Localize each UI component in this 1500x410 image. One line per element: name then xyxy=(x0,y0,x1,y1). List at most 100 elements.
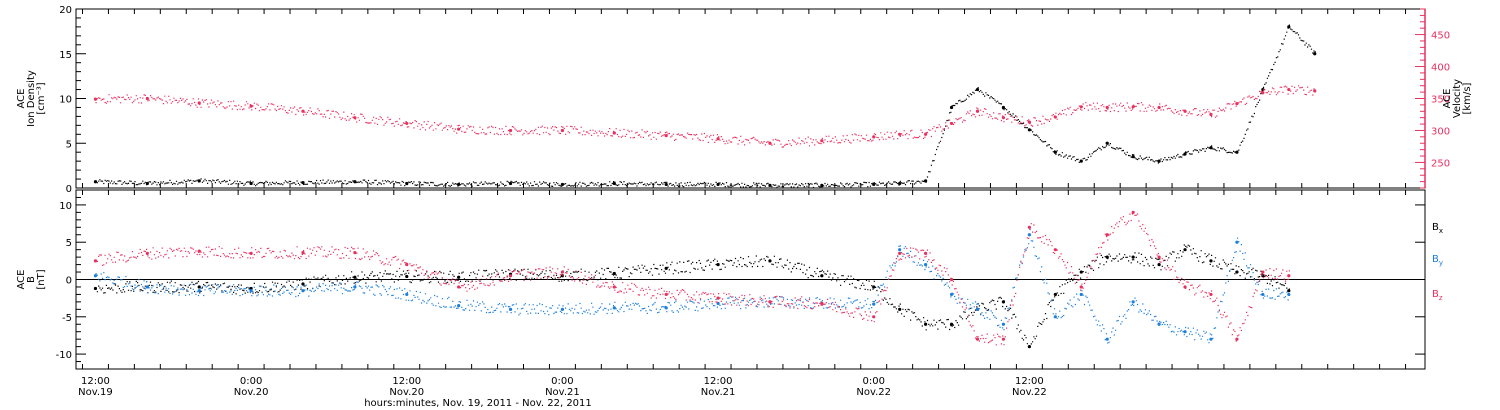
data-point xyxy=(716,296,720,300)
legend-subscript: y xyxy=(1439,259,1443,267)
right-y-tick-label: 350 xyxy=(1431,95,1450,106)
y-tick-label: 5 xyxy=(66,238,72,249)
data-point xyxy=(301,289,305,293)
data-point xyxy=(1079,292,1083,297)
data-point xyxy=(664,182,668,187)
data-point xyxy=(560,307,565,311)
data-point xyxy=(716,262,720,267)
data-point xyxy=(1183,109,1187,113)
data-point xyxy=(1313,89,1317,93)
data-point xyxy=(1053,315,1057,319)
right-y-tick-label: 250 xyxy=(1431,158,1450,169)
x-tick-label-time: 0:00 xyxy=(551,376,573,387)
series-1-trace xyxy=(95,229,1290,344)
data-point xyxy=(820,274,824,278)
y-axis-label: ACE xyxy=(16,89,27,109)
data-point xyxy=(1053,292,1057,297)
data-point xyxy=(1027,128,1031,132)
data-point xyxy=(1131,155,1135,159)
data-point xyxy=(1053,150,1057,154)
data-point xyxy=(1131,300,1135,304)
data-point xyxy=(872,135,876,139)
data-point xyxy=(249,104,253,108)
data-point xyxy=(1287,274,1291,278)
data-point xyxy=(93,180,98,184)
data-point xyxy=(898,132,902,136)
y-tick-label: -5 xyxy=(62,313,72,324)
data-point xyxy=(768,183,772,187)
data-point xyxy=(872,182,876,187)
data-point xyxy=(1027,345,1031,349)
data-point xyxy=(1209,337,1213,341)
data-point xyxy=(353,251,357,255)
data-point xyxy=(820,139,824,143)
data-point xyxy=(975,307,980,311)
data-point xyxy=(1287,289,1291,293)
data-point xyxy=(872,285,876,289)
data-point xyxy=(664,292,668,297)
right-y-tick-label: 450 xyxy=(1431,31,1450,42)
data-point xyxy=(1183,330,1187,334)
data-point xyxy=(716,137,720,141)
x-tick-label-time: 12:00 xyxy=(1015,376,1044,387)
data-point xyxy=(508,307,513,311)
data-point xyxy=(197,285,201,289)
data-point xyxy=(1157,159,1161,163)
data-point xyxy=(949,322,954,326)
data-point xyxy=(1235,337,1239,341)
data-point xyxy=(301,251,305,255)
data-point xyxy=(457,182,461,187)
series-0 xyxy=(93,24,1317,189)
data-point xyxy=(560,128,565,133)
data-point xyxy=(353,285,357,289)
data-point xyxy=(197,289,201,293)
data-point xyxy=(93,259,98,263)
data-point xyxy=(898,251,902,255)
data-point xyxy=(612,285,616,289)
data-point xyxy=(560,270,565,274)
data-point xyxy=(1183,285,1187,289)
data-point xyxy=(975,337,980,341)
data-point xyxy=(405,262,409,267)
x-tick-label-date: Nov.22 xyxy=(1012,387,1047,398)
data-point xyxy=(768,300,772,304)
data-point xyxy=(1105,141,1109,145)
data-point xyxy=(457,127,461,131)
data-point xyxy=(924,262,928,267)
data-point xyxy=(924,132,928,136)
data-point xyxy=(1261,292,1265,297)
data-point xyxy=(1105,255,1109,259)
data-point xyxy=(405,292,409,297)
y-axis-label: [nT] xyxy=(36,269,47,289)
data-point xyxy=(1001,116,1006,120)
series-2 xyxy=(93,210,1291,346)
data-point xyxy=(1209,259,1213,263)
x-tick-label-time: 0:00 xyxy=(240,376,262,387)
legend-subscript: z xyxy=(1439,294,1443,302)
data-point xyxy=(664,133,668,138)
data-point xyxy=(1079,285,1083,289)
x-tick-label-date: Nov.21 xyxy=(701,387,736,398)
right-y-tick-label: 300 xyxy=(1431,126,1450,137)
data-point xyxy=(1287,87,1291,92)
data-point xyxy=(1157,322,1161,326)
x-tick-label-time: 0:00 xyxy=(862,376,884,387)
series-1 xyxy=(93,229,1291,344)
data-point xyxy=(1157,105,1161,110)
data-point xyxy=(949,277,954,282)
data-point xyxy=(820,301,824,305)
data-point xyxy=(1235,150,1239,154)
series-0 xyxy=(93,244,1291,349)
data-point xyxy=(1027,225,1031,229)
data-point xyxy=(405,181,409,186)
data-point xyxy=(898,248,902,252)
y-tick-label: 0 xyxy=(66,276,72,287)
series-1-trace xyxy=(95,85,1316,148)
plot-frame xyxy=(75,8,1426,189)
data-point xyxy=(1053,115,1057,119)
y-axis-label: ACE xyxy=(16,270,27,290)
data-point xyxy=(1001,337,1006,341)
data-point xyxy=(924,251,928,255)
x-tick-label-time: 12:00 xyxy=(81,376,110,387)
